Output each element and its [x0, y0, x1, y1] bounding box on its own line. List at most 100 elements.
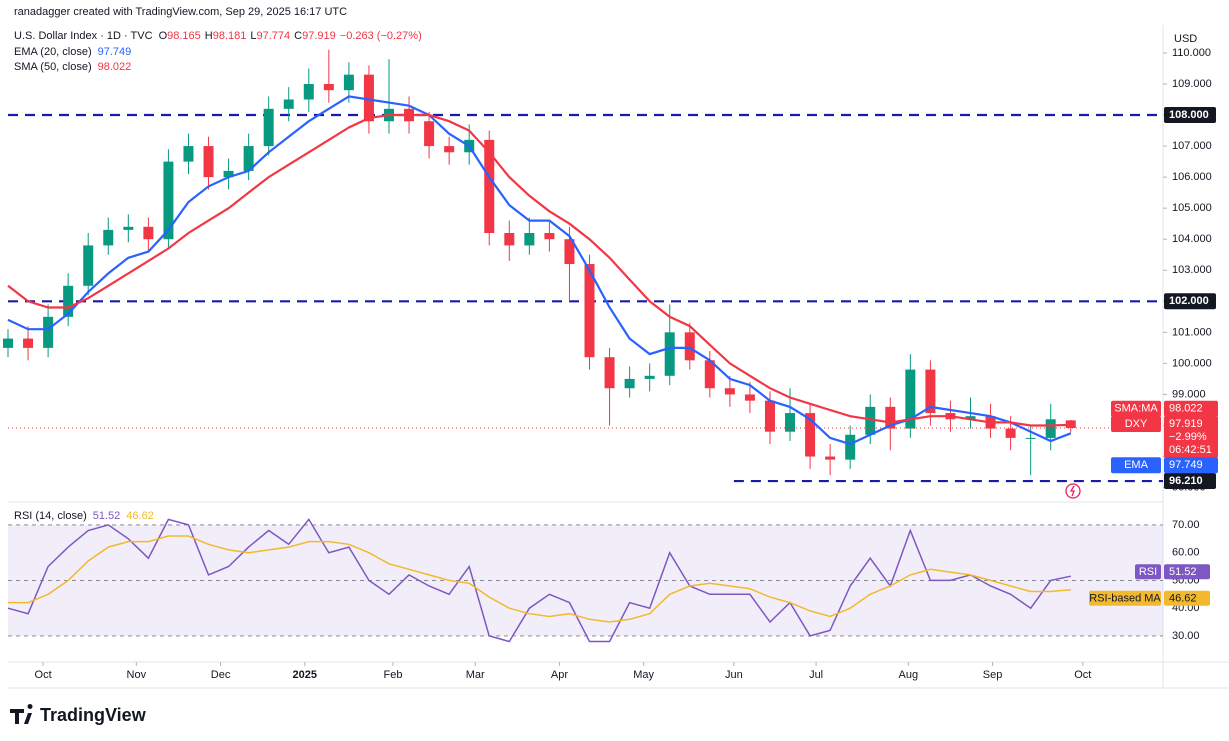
- y-tick-label: 105.000: [1172, 202, 1212, 214]
- y-tick-label: 99.000: [1172, 388, 1206, 400]
- candle-body: [43, 316, 54, 348]
- x-tick-label: Jul: [809, 669, 823, 681]
- ohlc-value: 97.919: [302, 30, 336, 42]
- y-tick-label: 101.000: [1172, 326, 1212, 338]
- x-tick-label: Dec: [211, 669, 231, 681]
- event-circle: [1065, 483, 1081, 499]
- y-tick-label: 109.000: [1172, 78, 1212, 90]
- x-tick-label: Oct: [1074, 669, 1091, 681]
- rsi-title: RSI (14, close): [14, 510, 87, 522]
- x-tick-label: 2025: [293, 669, 317, 681]
- indicator-legend: SMA (50, close) 98.022: [14, 61, 131, 73]
- candle-body: [203, 146, 214, 178]
- y-tick-label: 110.000: [1172, 47, 1211, 59]
- candle-body: [1045, 419, 1056, 438]
- indicator-line: [7, 95, 1072, 446]
- credit: ranadagger created with TradingView.com,…: [14, 6, 347, 18]
- rsi-tag: [1164, 564, 1210, 580]
- indicator-name: SMA (50, close): [14, 61, 92, 73]
- rsi-tag-label: 46.62: [1169, 593, 1197, 605]
- candle-body: [925, 369, 936, 414]
- price-tag-label: 97.919: [1169, 418, 1203, 430]
- candle-body: [303, 83, 314, 100]
- candle-body: [484, 139, 495, 234]
- ohlc-label: C: [294, 30, 302, 42]
- candle-body: [63, 285, 74, 317]
- y-tick-label: 104.000: [1172, 233, 1212, 245]
- level-tag-label: 108.000: [1169, 109, 1209, 121]
- candle-body: [263, 108, 274, 147]
- candle-body: [183, 146, 194, 162]
- indicator-legend: EMA (20, close) 97.749: [14, 46, 131, 58]
- candle-body: [584, 264, 595, 358]
- candle-body: [744, 394, 755, 401]
- ohlc-value: 97.774: [257, 30, 291, 42]
- rsi-pane: [8, 503, 1163, 662]
- level-tag: [1164, 293, 1216, 310]
- candle-body: [624, 378, 635, 389]
- candle-body: [604, 357, 615, 389]
- candle-body: [865, 406, 876, 435]
- level-tag-label: 96.210: [1169, 475, 1203, 487]
- candle-body: [724, 388, 735, 395]
- y-tick-label: 106.000: [1172, 171, 1212, 183]
- indicator-line: [7, 518, 1071, 643]
- ohlc-label: O: [159, 30, 168, 42]
- candle-body: [644, 375, 655, 379]
- candle-body: [1025, 437, 1036, 439]
- candle-body: [163, 161, 174, 240]
- level-tag-label: 102.000: [1169, 295, 1209, 307]
- x-tick-label: Sep: [983, 669, 1003, 681]
- symbol-legend: U.S. Dollar Index · 1D · TVC O98.165 H98.1…: [14, 30, 422, 42]
- x-tick-label: Oct: [35, 669, 52, 681]
- price-tag-name-label: DXY: [1125, 418, 1148, 430]
- logo-mark: [10, 704, 33, 724]
- candle-body: [3, 338, 13, 348]
- symbol: U.S. Dollar Index · 1D · TVC: [14, 30, 153, 42]
- rsi-tag-name-label: RSI: [1139, 566, 1157, 578]
- rsi-tick-label: 70.00: [1172, 519, 1200, 531]
- level-tag: [1164, 107, 1216, 124]
- sma-tag-label: 98.022: [1169, 403, 1203, 415]
- brand: TradingView: [40, 705, 147, 725]
- ema-tag-label: 97.749: [1169, 459, 1203, 471]
- candle-body: [83, 245, 94, 286]
- x-tick-label: Feb: [384, 669, 403, 681]
- candle-body: [965, 416, 976, 420]
- sma-tag-name: [1111, 400, 1161, 417]
- price-tag: [1164, 416, 1218, 459]
- candle-body: [444, 146, 455, 153]
- x-tick-label: May: [633, 669, 654, 681]
- candle-body: [785, 413, 796, 432]
- sma-tag-name-label: SMA:MA: [1114, 403, 1158, 415]
- candle-body: [805, 413, 816, 457]
- y-tick-label: 103.000: [1172, 264, 1212, 276]
- change: −0.263 (−0.27%): [340, 30, 422, 42]
- rsi-legend-value: 46.62: [126, 510, 154, 522]
- ohlc-value: 98.181: [213, 30, 247, 42]
- indicator-line: [8, 535, 1071, 623]
- event-icon: [1065, 483, 1081, 499]
- rsi-tick-label: 30.00: [1172, 630, 1200, 642]
- candle-body: [564, 239, 575, 265]
- candle-body: [323, 83, 334, 91]
- candle-body: [343, 74, 354, 91]
- ema-tag-name-label: EMA: [1124, 459, 1149, 471]
- candle-body: [504, 233, 515, 246]
- candle-body: [283, 99, 294, 109]
- candle-body: [23, 338, 34, 348]
- candle-body: [1005, 428, 1016, 438]
- ohlc-label: L: [250, 30, 256, 42]
- ema-tag: [1164, 457, 1218, 474]
- sma-tag: [1164, 400, 1218, 417]
- candle-body: [103, 229, 114, 246]
- ohlc-label: H: [205, 30, 213, 42]
- rsi-tag-name: [1135, 564, 1161, 580]
- candle-body: [764, 400, 775, 432]
- candle-body: [684, 332, 695, 361]
- x-tick-label: Aug: [899, 669, 919, 681]
- ema-tag-name: [1111, 457, 1161, 474]
- rsi-legend: RSI (14, close) 51.52 46.62: [14, 510, 154, 522]
- rsi-tag-label: 51.52: [1169, 566, 1197, 578]
- price-tag-label: 06:42:51: [1169, 444, 1212, 456]
